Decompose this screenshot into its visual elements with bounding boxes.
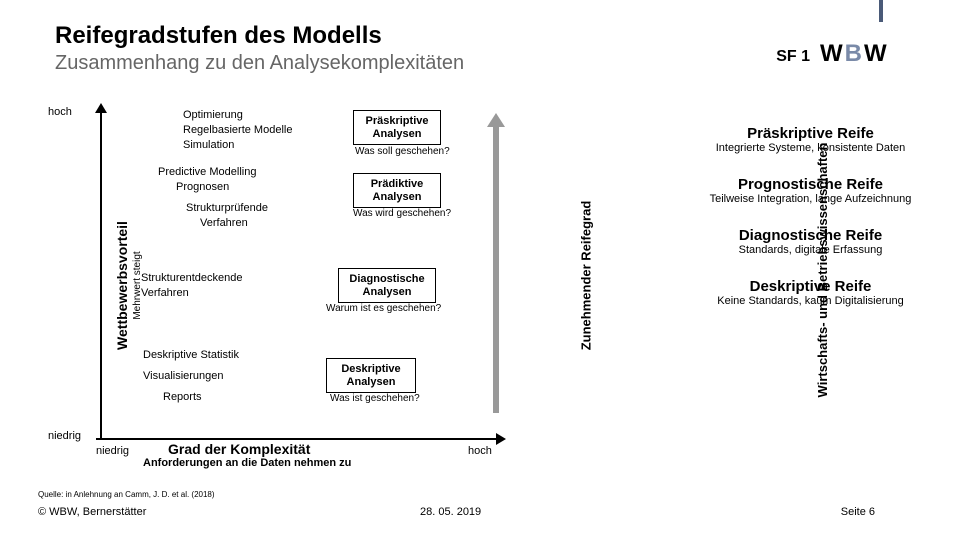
x-high-label: hoch xyxy=(468,445,492,457)
q-prescriptive: Was soll geschehen? xyxy=(355,146,450,157)
y-label-main: Wettbewerbsvorteil xyxy=(114,221,130,350)
logo-w2: W xyxy=(864,40,889,67)
q-descriptive: Was ist geschehen? xyxy=(330,393,420,404)
maturity-diagnostic: Diagnostische Reife Standards, digitale … xyxy=(693,227,928,256)
slide-subtitle: Zusammenhang zu den Analysekomplexitäten xyxy=(55,52,464,75)
maturity-levels: Präskriptive Reife Integrierte Systeme, … xyxy=(693,125,928,329)
box-prescriptive: PräskriptiveAnalysen xyxy=(353,110,441,145)
method-sim: Simulation xyxy=(183,138,292,153)
x-low-label: niedrig xyxy=(96,445,129,457)
department-label: Wirtschafts- und Betriebswissenschaften xyxy=(815,143,830,398)
wbw-logo: WBW xyxy=(820,40,930,78)
method-predmodel: Predictive Modelling xyxy=(158,165,268,180)
method-reports: Reports xyxy=(163,390,239,405)
method-deskstat: Deskriptive Statistik xyxy=(143,348,239,363)
methods-prescriptive: Optimierung Regelbasierte Modelle Simula… xyxy=(183,108,292,153)
diagram-area: hoch niedrig niedrig hoch Wettbewerbsvor… xyxy=(48,103,680,461)
method-vis: Visualisierungen xyxy=(143,369,239,384)
methods-predictive: Predictive Modelling Prognosen Strukturp… xyxy=(158,165,268,230)
maturity-prognostic: Prognostische Reife Teilweise Integratio… xyxy=(693,176,928,205)
method-struktent2: Verfahren xyxy=(141,286,243,301)
method-rules: Regelbasierte Modelle xyxy=(183,123,292,138)
footer-page: Seite 6 xyxy=(841,506,875,518)
method-struktent1: Strukturentdeckende xyxy=(141,271,243,286)
y-axis-arrow xyxy=(95,103,107,113)
box-predictive: PrädiktiveAnalysen xyxy=(353,173,441,208)
footer-date: 28. 05. 2019 xyxy=(420,506,481,518)
sf-label: SF 1 xyxy=(776,48,810,66)
x-axis xyxy=(96,438,498,440)
slide: { "header": { "title": "Reifegradstufen … xyxy=(0,0,960,540)
x-axis-sublabel: Anforderungen an die Daten nehmen zu xyxy=(143,457,351,469)
logo-b: B xyxy=(845,40,864,67)
source-citation: Quelle: in Anlehnung an Camm, J. D. et a… xyxy=(38,490,215,499)
logo-w1: W xyxy=(820,40,845,67)
box-descriptive: DeskriptiveAnalysen xyxy=(326,358,416,393)
methods-diagnostic: Strukturentdeckende Verfahren xyxy=(141,271,243,301)
box-diagnostic: DiagnostischeAnalysen xyxy=(338,268,436,303)
footer-copyright: © WBW, Bernerstätter xyxy=(38,506,146,518)
x-axis-arrow xyxy=(496,433,506,445)
y-low-label: niedrig xyxy=(48,430,81,442)
y-axis-label: Wettbewerbsvorteil Mehrwert steigt xyxy=(114,221,143,350)
maturity-axis-label: Zunehmender Reifegrad xyxy=(578,201,593,351)
methods-descriptive: Deskriptive Statistik Visualisierungen R… xyxy=(143,348,239,405)
maturity-descriptive: Deskriptive Reife Keine Standards, kaum … xyxy=(693,278,928,307)
q-predictive: Was wird geschehen? xyxy=(353,208,451,219)
slide-title: Reifegradstufen des Modells xyxy=(55,22,382,50)
method-prognosen: Prognosen xyxy=(176,180,268,195)
method-strukturpruef: Strukturprüfende Verfahren xyxy=(186,201,268,231)
y-high-label: hoch xyxy=(48,106,72,118)
q-diagnostic: Warum ist es geschehen? xyxy=(326,303,441,314)
top-rule xyxy=(879,0,883,22)
x-axis-label: Grad der Komplexität xyxy=(168,441,310,457)
maturity-arrow xyxy=(486,113,506,413)
method-opt: Optimierung xyxy=(183,108,292,123)
y-axis xyxy=(100,108,102,438)
maturity-prescriptive: Präskriptive Reife Integrierte Systeme, … xyxy=(693,125,928,154)
